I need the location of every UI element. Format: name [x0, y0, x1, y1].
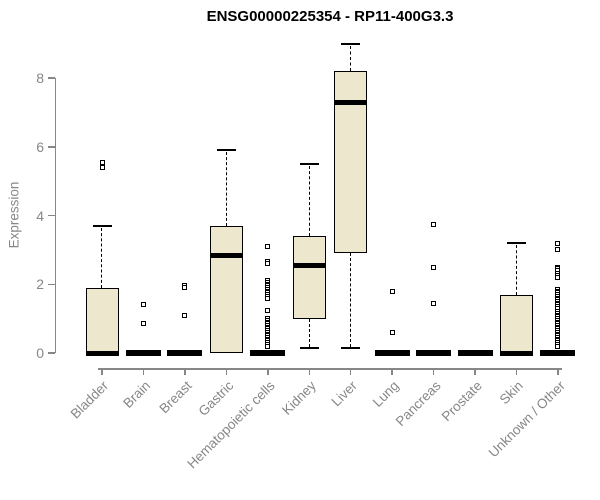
x-tick-label-lung: Lung [369, 378, 402, 410]
lower-whisker-liver [349, 253, 351, 347]
upper-whisker-cap-liver [341, 42, 361, 45]
outlier-point-hematopoietic-cells [265, 295, 271, 301]
collapsed-box-lung [374, 350, 410, 356]
outlier-point-breast [182, 285, 188, 291]
upper-whisker-cap-kidney [299, 162, 319, 165]
outlier-point-hematopoietic-cells [265, 243, 271, 249]
outlier-point-bladder [99, 159, 105, 165]
upper-whisker-skin [515, 245, 517, 295]
outlier-point-hematopoietic-cells [265, 343, 271, 349]
y-tick-label: 4 [36, 207, 44, 224]
y-axis-line [54, 78, 56, 353]
outlier-point-unknown-other [555, 240, 561, 246]
collapsed-box-unknown-other [540, 350, 576, 356]
outlier-point-breast [182, 312, 188, 318]
collapsed-box-pancreas [416, 350, 452, 356]
outlier-point-unknown-other [555, 274, 561, 280]
collapsed-box-hematopoietic-cells [250, 350, 286, 356]
upper-whisker-cap-skin [507, 242, 526, 244]
x-tick-label-skin: Skin [496, 378, 527, 408]
median-bladder [85, 350, 119, 356]
x-tick-label-kidney: Kidney [279, 378, 319, 418]
median-skin [500, 350, 533, 356]
upper-whisker-cap-bladder [92, 224, 112, 227]
x-tick-label-liver: Liver [329, 378, 361, 410]
median-gastric [209, 252, 243, 258]
x-axis-tick [267, 368, 269, 375]
upper-whisker-liver [349, 45, 351, 72]
x-axis-tick [349, 368, 352, 375]
outlier-point-unknown-other [555, 247, 561, 253]
outlier-point-pancreas [431, 300, 437, 306]
outlier-point-lung [389, 329, 395, 335]
y-tick-label: 0 [36, 345, 44, 361]
lower-whisker-cap-kidney [299, 346, 319, 349]
x-tick-label-gastric: Gastric [195, 378, 236, 419]
y-tick-label: 8 [36, 70, 44, 86]
upper-whisker-gastric [225, 152, 227, 226]
x-axis-line [98, 368, 562, 370]
x-axis-tick [225, 368, 228, 375]
x-tick-label-prostate: Prostate [438, 378, 485, 425]
median-kidney [292, 262, 326, 268]
x-axis-tick [474, 368, 476, 375]
x-axis-tick [391, 368, 393, 375]
y-axis-tick [48, 146, 55, 148]
upper-whisker-bladder [101, 227, 103, 288]
outlier-point-brain [140, 321, 146, 327]
box-liver [334, 71, 368, 254]
outlier-point-unknown-other [555, 343, 561, 349]
x-axis-tick [515, 368, 518, 375]
upper-whisker-kidney [308, 165, 310, 237]
x-axis-tick [308, 368, 310, 375]
x-axis-tick [557, 368, 559, 375]
outlier-point-pancreas [431, 264, 437, 270]
outlier-point-pancreas [431, 221, 437, 227]
box-bladder [85, 287, 119, 353]
x-tick-label-bladder: Bladder [68, 378, 112, 422]
y-axis-tick [48, 352, 55, 354]
x-axis-tick [142, 368, 145, 375]
x-tick-label-pancreas: Pancreas [392, 378, 444, 429]
median-liver [334, 99, 368, 105]
collapsed-box-breast [167, 350, 203, 356]
outlier-point-brain [140, 302, 146, 308]
x-tick-label-unknown-other: Unknown / Other [485, 378, 568, 461]
outlier-point-bladder [99, 164, 105, 170]
x-axis-tick [432, 368, 435, 375]
lower-whisker-cap-liver [341, 346, 361, 349]
x-axis-tick [101, 368, 103, 375]
collapsed-box-prostate [457, 350, 493, 356]
outlier-point-lung [389, 288, 395, 294]
outlier-point-hematopoietic-cells [265, 307, 271, 313]
y-axis-tick [48, 77, 55, 79]
outlier-point-hematopoietic-cells [265, 261, 271, 267]
chart-title: ENSG00000225354 - RP11-400G3.3 [206, 8, 454, 25]
upper-whisker-cap-gastric [216, 149, 236, 152]
y-axis-tick [48, 214, 55, 217]
x-tick-label-brain: Brain [120, 378, 154, 411]
y-tick-label: 6 [36, 138, 44, 155]
y-tick-label: 2 [36, 276, 44, 293]
y-axis-tick [48, 283, 55, 285]
x-axis-tick [184, 368, 186, 375]
box-skin [500, 294, 533, 353]
lower-whisker-kidney [308, 318, 310, 347]
x-tick-label-breast: Breast [156, 378, 195, 417]
collapsed-box-brain [125, 350, 161, 356]
box-kidney [292, 236, 326, 319]
box-gastric [209, 225, 243, 353]
